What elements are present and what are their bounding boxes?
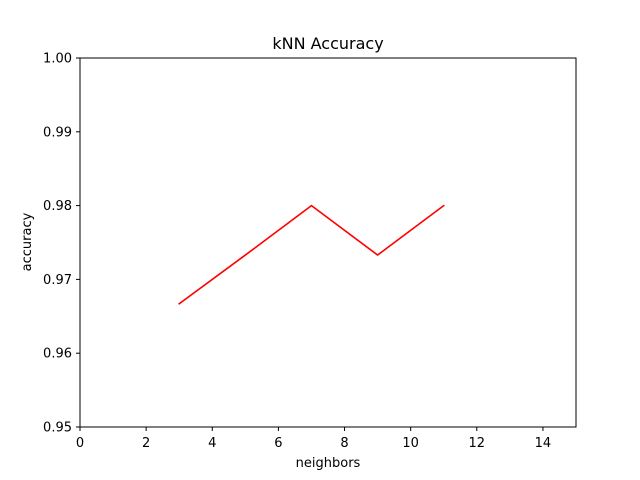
series-layer (178, 204, 445, 305)
y-tick-label: 0.98 (43, 199, 72, 214)
x-tick-label: 0 (76, 436, 84, 451)
y-tick-label: 0.96 (43, 347, 72, 362)
x-tick-label: 14 (535, 436, 552, 451)
x-axis-ticks: 0 2 4 6 8 10 12 14 (76, 427, 551, 451)
x-tick-label: 6 (274, 436, 282, 451)
x-tick-label: 2 (142, 436, 150, 451)
y-tick-label: 0.99 (43, 125, 72, 140)
x-tick-label: 12 (469, 436, 486, 451)
y-axis-label: accuracy (20, 212, 35, 271)
plot-frame (79, 57, 577, 428)
series-line-0 (178, 204, 445, 305)
y-tick-label: 0.95 (43, 421, 72, 436)
x-tick-label: 8 (340, 436, 348, 451)
x-tick-label: 10 (402, 436, 419, 451)
plot-area (80, 58, 576, 427)
y-tick-label: 1.00 (43, 52, 72, 67)
y-tick-label: 0.97 (43, 273, 72, 288)
y-axis-ticks: 0.95 0.96 0.97 0.98 0.99 1.00 (43, 52, 80, 436)
x-tick-label: 4 (208, 436, 216, 451)
x-axis-label: neighbors (296, 456, 361, 471)
chart-title: kNN Accuracy (272, 34, 383, 53)
